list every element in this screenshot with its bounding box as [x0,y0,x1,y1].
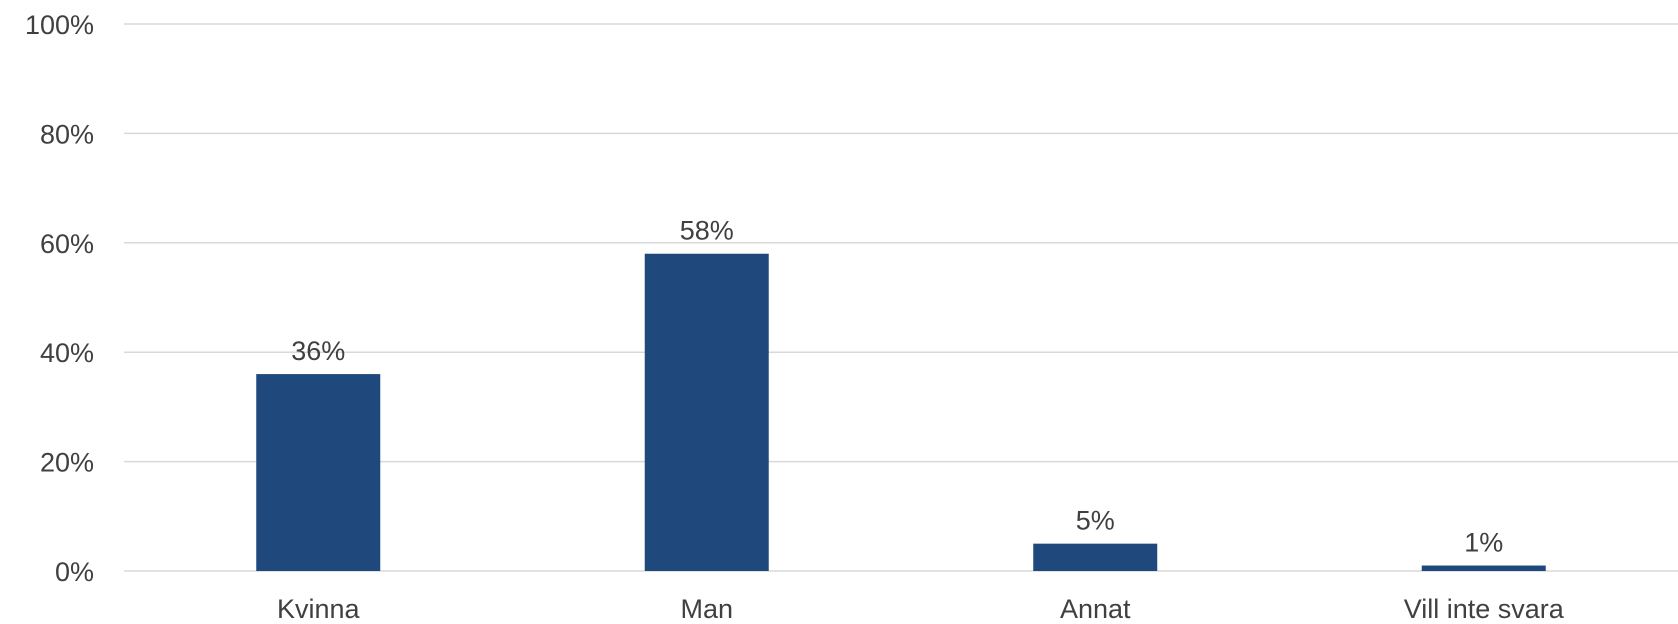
data-label-man: 58% [680,216,734,246]
y-tick-label-0: 0% [55,557,94,587]
category-label-man: Man [680,594,733,624]
category-label-vill-inte-svara: Vill inte svara [1404,594,1565,624]
category-label-kvinna: Kvinna [277,594,361,624]
y-tick-label-80: 80% [40,119,94,149]
bars [256,253,1546,572]
y-tick-label-40: 40% [40,338,94,368]
y-tick-label-60: 60% [40,229,94,259]
bar-annat [1033,543,1158,571]
y-tick-label-20: 20% [40,448,94,478]
data-label-vill-inte-svara: 1% [1464,528,1503,558]
bar-vill-inte-svara [1421,565,1546,571]
data-label-annat: 5% [1076,506,1115,536]
gridlines [124,23,1678,572]
bar-man [644,253,769,572]
y-tick-label-100: 100% [25,10,94,40]
bar-kvinna [256,374,381,571]
category-label-annat: Annat [1060,594,1131,624]
data-labels: 36% 58% 5% 1% [291,216,1503,558]
y-axis-tick-labels: 0% 20% 40% 60% 80% 100% [25,10,94,587]
data-label-kvinna: 36% [291,336,345,366]
x-axis-category-labels: Kvinna Man Annat Vill inte svara [277,594,1565,624]
